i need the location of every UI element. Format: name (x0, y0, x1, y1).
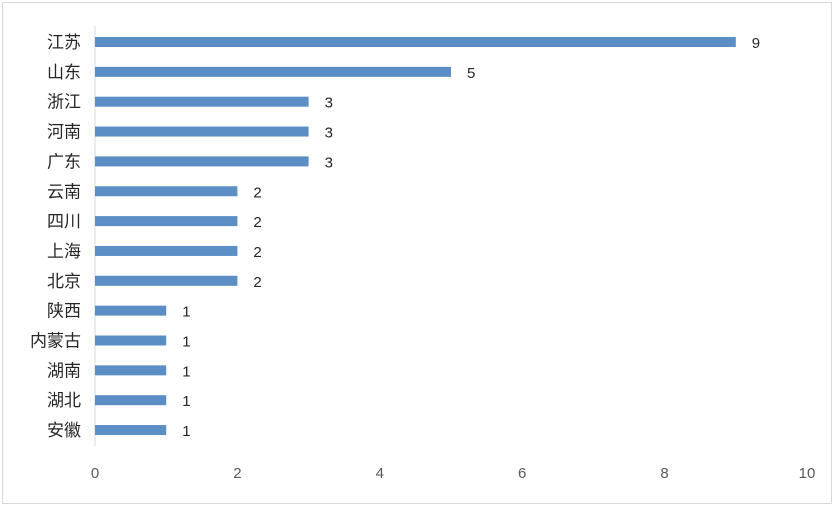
category-label-7: 上海 (47, 242, 81, 262)
data-label-3: 3 (325, 125, 333, 142)
category-label-3: 河南 (47, 123, 81, 143)
bar-5 (95, 186, 238, 197)
category-label-4: 广东 (47, 152, 81, 172)
category-label-2: 浙江 (47, 93, 81, 113)
category-label-5: 云南 (47, 182, 81, 202)
data-label-4: 3 (325, 154, 333, 171)
bar-4 (95, 156, 309, 167)
category-label-13: 安徽 (47, 421, 81, 441)
x-tick-label-4: 8 (660, 465, 668, 482)
bar-8 (95, 275, 238, 286)
category-label-8: 北京 (47, 272, 81, 292)
data-label-6: 2 (253, 214, 261, 231)
bar-9 (95, 305, 167, 316)
bar-12 (95, 395, 167, 406)
x-tick-label-1: 2 (233, 465, 241, 482)
data-label-0: 9 (752, 35, 760, 52)
data-label-13: 1 (182, 423, 190, 440)
x-tick-label-2: 4 (376, 465, 384, 482)
data-label-9: 1 (182, 304, 190, 321)
bar-11 (95, 365, 167, 376)
x-tick-label-5: 10 (799, 465, 816, 482)
x-tick-labels-group: 0 2 4 6 8 10 (91, 465, 816, 482)
category-label-6: 四川 (47, 212, 81, 232)
data-labels-group: 9 5 3 3 3 2 2 2 2 1 1 1 1 1 (182, 35, 760, 440)
category-label-11: 湖南 (47, 361, 81, 381)
x-tick-label-3: 6 (518, 465, 526, 482)
bar-7 (95, 245, 238, 256)
data-label-12: 1 (182, 393, 190, 410)
data-label-11: 1 (182, 363, 190, 380)
category-label-9: 陕西 (47, 302, 81, 322)
data-label-2: 3 (325, 95, 333, 112)
data-label-8: 2 (253, 274, 261, 291)
category-label-0: 江苏 (47, 33, 81, 53)
category-label-1: 山东 (47, 63, 81, 83)
data-label-7: 2 (253, 244, 261, 261)
bar-0 (95, 37, 736, 47)
bar-2 (95, 96, 309, 107)
bar-13 (95, 425, 167, 436)
bar-6 (95, 216, 238, 227)
category-label-12: 湖北 (47, 391, 81, 411)
data-label-10: 1 (182, 334, 190, 351)
data-label-1: 5 (467, 65, 475, 82)
category-label-10: 内蒙古 (30, 332, 81, 352)
x-tick-label-0: 0 (91, 465, 99, 482)
bars-group (95, 37, 736, 436)
bar-3 (95, 126, 309, 137)
bar-10 (95, 335, 167, 346)
bar-1 (95, 66, 451, 77)
data-label-5: 2 (253, 184, 261, 201)
